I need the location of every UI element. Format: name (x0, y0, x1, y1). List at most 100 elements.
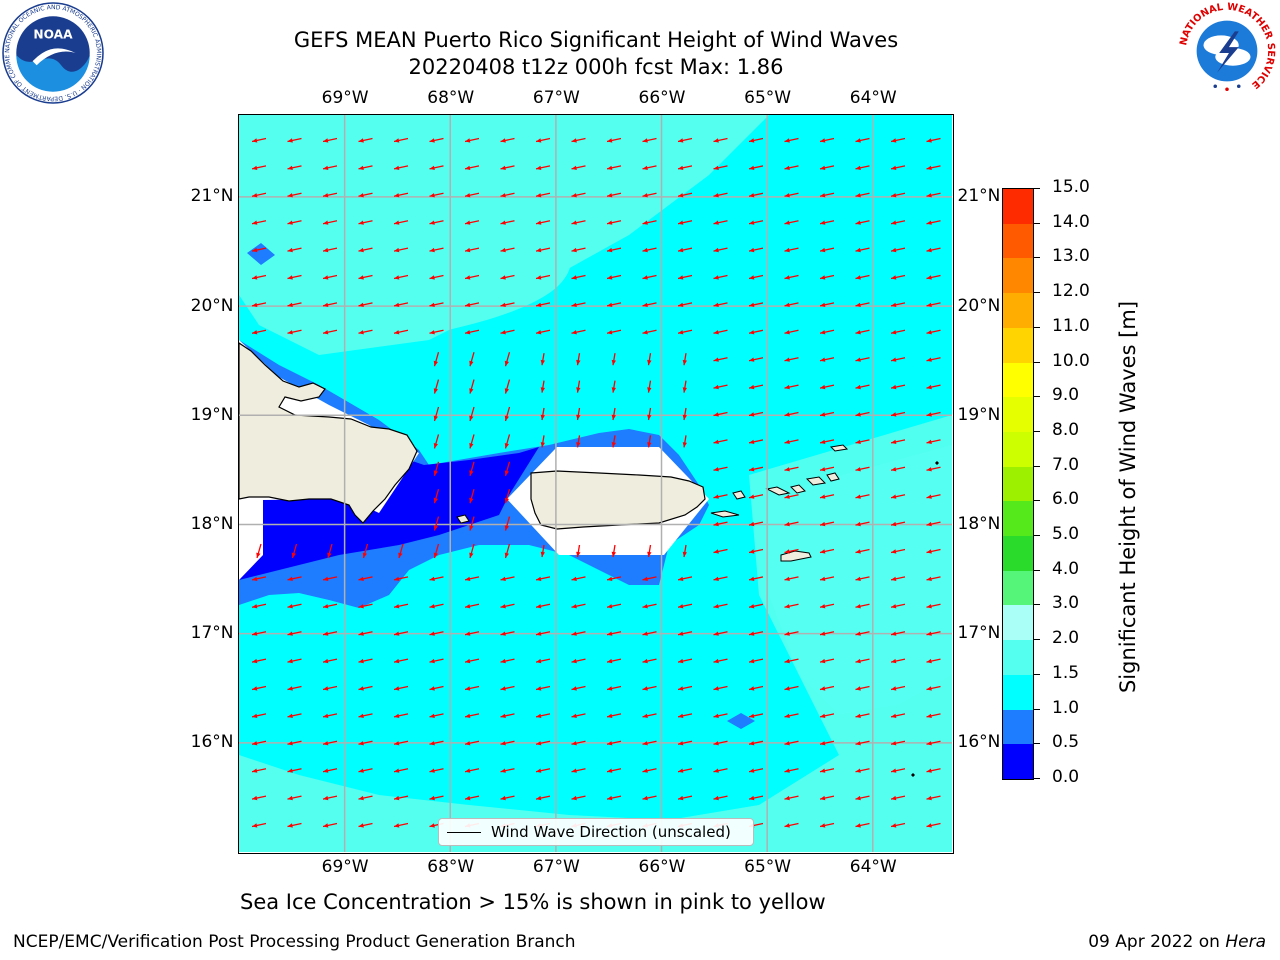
wind-wave-arrow (855, 740, 870, 746)
wind-wave-arrow (926, 548, 941, 554)
wind-wave-arrow (464, 685, 480, 691)
wind-wave-arrow (748, 713, 764, 719)
wind-wave-arrow (926, 658, 941, 664)
wind-wave-arrow (362, 543, 369, 559)
wind-wave-arrow (398, 543, 404, 559)
colorbar-tick (1034, 430, 1040, 432)
wind-wave-arrow (890, 713, 906, 719)
wind-wave-arrow (433, 516, 440, 531)
wind-wave-arrow (576, 544, 581, 558)
wind-wave-arrow (855, 384, 870, 390)
wind-wave-arrow (571, 658, 586, 664)
wind-wave-arrow (500, 576, 515, 582)
wind-wave-arrow (611, 353, 616, 366)
wind-wave-arrow (642, 658, 657, 664)
wind-wave-arrow (784, 521, 799, 527)
wind-wave-arrow (358, 740, 373, 746)
colorbar-tick (1034, 465, 1040, 467)
wind-wave-arrow (504, 516, 511, 531)
wind-wave-arrow (926, 165, 941, 171)
wind-wave-arrow (464, 165, 480, 171)
wind-wave-arrow (571, 165, 586, 171)
wind-wave-arrow (393, 795, 409, 801)
colorbar-tick (1034, 326, 1040, 328)
colorbar-tick (1034, 708, 1040, 710)
colorbar-tick-label: 11.0 (1052, 315, 1090, 336)
legend: Wind Wave Direction (unscaled) (438, 818, 754, 846)
wind-wave-arrow (784, 329, 799, 335)
colorbar-tick-label: 3.0 (1052, 593, 1080, 614)
map-panel[interactable] (238, 114, 954, 854)
wind-wave-arrow (611, 544, 616, 558)
wind-wave-arrow (500, 795, 515, 801)
chart-title: GEFS MEAN Puerto Rico Significant Height… (293, 28, 899, 52)
wind-wave-arrow (393, 576, 409, 582)
wind-wave-arrow (429, 685, 444, 691)
wind-wave-arrow (429, 603, 444, 609)
colorbar-tick-label: 14.0 (1052, 211, 1090, 232)
wind-wave-arrow (464, 713, 480, 719)
wind-wave-arrow (287, 658, 302, 664)
wind-wave-arrow (540, 544, 545, 558)
colorbar-segment (1003, 327, 1033, 363)
colorbar-segment (1003, 188, 1033, 224)
colorbar-tick (1034, 500, 1040, 502)
wind-wave-arrow (819, 220, 835, 225)
wind-wave-arrow (571, 795, 586, 801)
wind-wave-arrow (890, 576, 906, 582)
wind-wave-arrow (429, 740, 444, 746)
wind-wave-arrow (322, 795, 338, 801)
wind-wave-arrow (819, 302, 835, 308)
wind-wave-arrow (647, 435, 652, 448)
wind-wave-arrow (819, 822, 835, 828)
wind-wave-arrow (358, 192, 373, 198)
wind-wave-arrow (322, 740, 338, 746)
wind-wave-arrow (713, 466, 728, 472)
wind-wave-arrow (890, 603, 906, 609)
wind-wave-arrow (713, 439, 728, 445)
wind-wave-arrows (251, 137, 941, 828)
lon-tick-label-bottom: 67°W (532, 857, 580, 877)
wind-wave-arrow (535, 795, 551, 801)
wind-wave-arrow (322, 192, 338, 198)
wind-wave-arrow (890, 548, 906, 554)
wind-wave-arrow (429, 329, 444, 335)
wind-wave-arrow (287, 631, 302, 636)
wind-wave-arrow (251, 658, 267, 664)
colorbar-segment (1003, 362, 1033, 398)
wind-wave-arrow (784, 822, 799, 828)
wind-wave-arrow (287, 302, 302, 308)
wind-wave-arrow (571, 329, 586, 335)
map-svg[interactable] (239, 115, 952, 852)
wind-wave-arrow (713, 631, 728, 636)
wind-wave-arrow (926, 795, 941, 801)
wind-wave-arrow (855, 768, 870, 773)
wind-wave-arrow (576, 380, 581, 393)
wind-wave-arrow (464, 768, 480, 773)
wind-wave-arrow (748, 137, 764, 143)
lat-tick-label-right: 18°N (957, 513, 1001, 534)
wind-wave-arrow (819, 576, 835, 582)
wind-wave-arrow (890, 822, 906, 828)
wind-wave-arrow (713, 274, 728, 280)
wind-wave-arrow (748, 439, 764, 445)
lat-tick-label-right: 16°N (957, 732, 1001, 753)
wind-wave-arrow (677, 795, 693, 801)
wind-wave-arrow (713, 302, 728, 308)
wind-wave-arrow (926, 439, 941, 445)
wind-wave-arrow (358, 302, 373, 308)
land-anegada (829, 444, 849, 452)
wind-wave-arrow (535, 192, 551, 198)
wind-wave-arrow (677, 768, 693, 773)
colorbar-segment (1003, 500, 1033, 537)
wind-wave-arrow (251, 713, 267, 719)
wind-wave-arrow (576, 353, 581, 366)
colorbar-tick-label: 2.0 (1052, 628, 1080, 649)
wind-wave-arrow (606, 165, 622, 171)
wind-wave-arrow (784, 658, 799, 664)
wind-wave-arrow (576, 435, 581, 448)
wind-wave-arrow (819, 658, 835, 664)
colorbar-tick-label: 13.0 (1052, 246, 1090, 267)
wind-wave-arrow (855, 494, 870, 499)
wind-wave-arrow (713, 357, 728, 362)
